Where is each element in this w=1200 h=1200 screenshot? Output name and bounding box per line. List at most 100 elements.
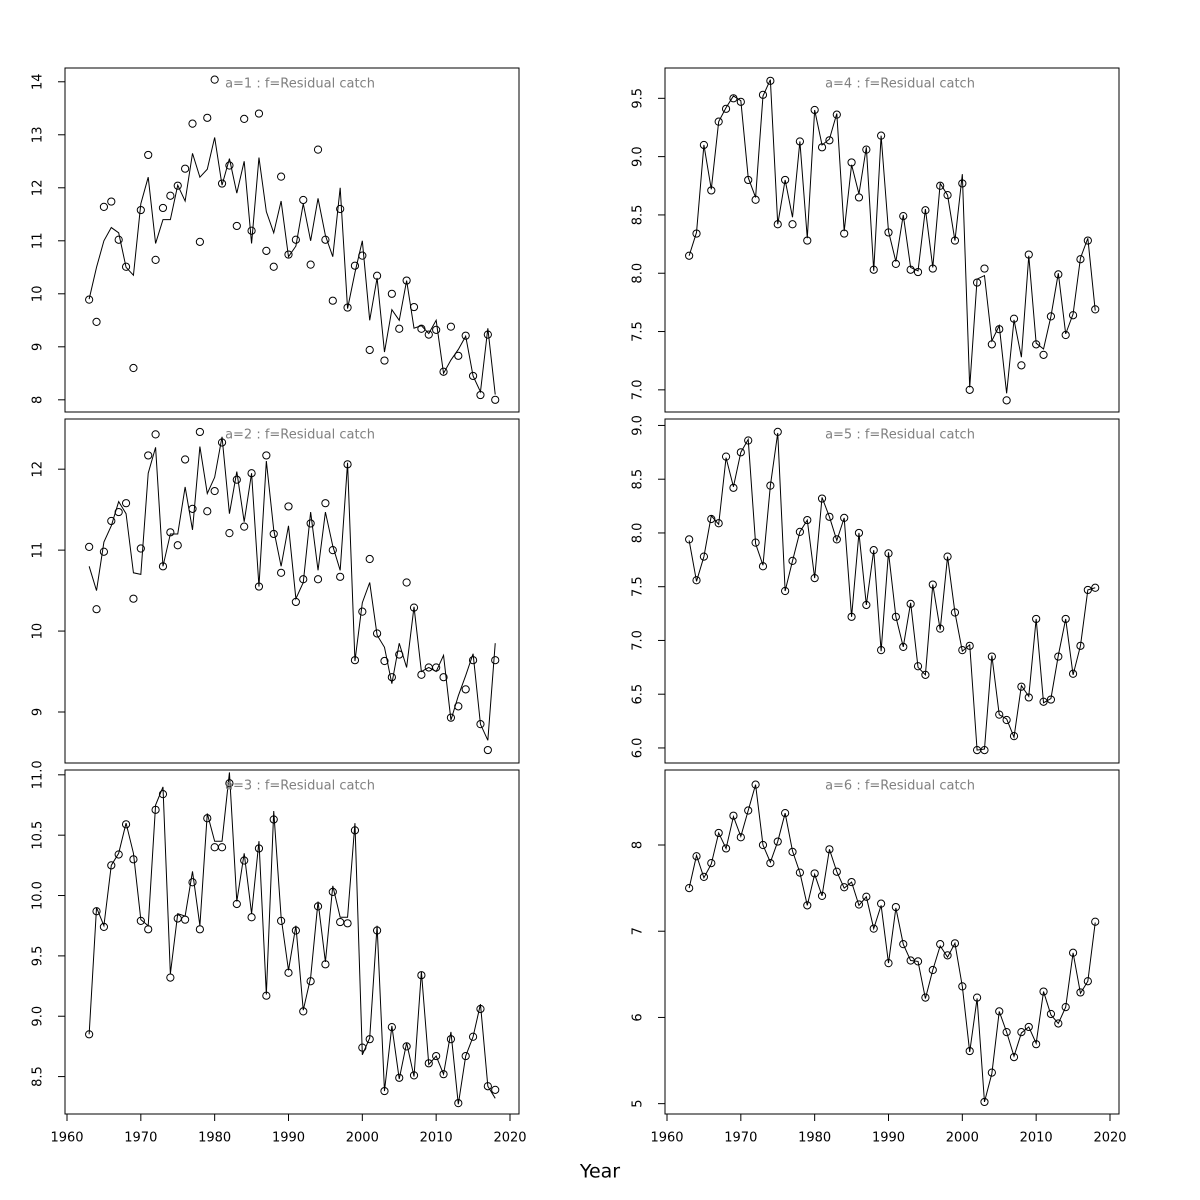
data-point	[262, 451, 271, 460]
data-point	[424, 330, 433, 339]
y-tick-label: 8.0	[631, 263, 646, 284]
data-point	[1076, 255, 1085, 264]
data-point	[321, 499, 330, 508]
x-tick-label: 1960	[50, 1131, 83, 1146]
data-point	[85, 295, 94, 304]
panel: 6.0 6.5 7.0 7.5 8.0 8.5 9.0 a=5 : f=Residual ca…	[631, 415, 1120, 764]
data-point	[766, 859, 775, 868]
data-point	[1083, 236, 1092, 245]
data-point	[699, 552, 709, 561]
data-point	[432, 325, 441, 334]
data-point	[121, 499, 131, 508]
data-point	[817, 891, 827, 900]
data-point	[210, 75, 219, 84]
y-tick-label: 5	[631, 1100, 646, 1108]
x-tick-label: 2020	[493, 1131, 526, 1146]
panel-title: a=3 : f=Residual catch	[225, 779, 375, 794]
fit-line	[88, 772, 496, 1105]
y-tick-label: 8.5	[31, 1066, 46, 1087]
data-point	[781, 175, 790, 185]
panel-title: a=4 : f=Residual catch	[825, 77, 975, 92]
y-tick-label: 14	[31, 74, 46, 91]
data-point	[714, 828, 723, 838]
data-point	[1024, 1022, 1033, 1032]
data-point	[284, 250, 293, 259]
x-tick-label: 2010	[1020, 1131, 1053, 1146]
data-point	[92, 317, 101, 326]
data-point	[432, 1051, 441, 1061]
y-tick-label: 10	[31, 623, 46, 640]
x-tick-label: 1990	[272, 1131, 305, 1146]
data-point	[906, 599, 915, 609]
y-tick-label: 13	[31, 127, 46, 144]
data-point	[299, 195, 308, 205]
y-tick-label: 9.0	[31, 1006, 46, 1027]
data-point	[847, 877, 856, 887]
data-point	[980, 264, 989, 273]
data-point	[306, 260, 315, 269]
data-point	[936, 181, 945, 190]
data-point	[707, 859, 716, 868]
y-tick-label: 6.0	[631, 738, 646, 759]
data-point	[114, 850, 123, 859]
y-tick-label: 8.5	[631, 469, 646, 490]
data-point	[402, 276, 411, 285]
data-point	[395, 324, 404, 333]
data-point	[439, 1070, 448, 1079]
data-point	[913, 662, 923, 671]
fit-line	[88, 137, 496, 395]
x-tick-label: 2000	[946, 1131, 979, 1146]
data-point	[402, 578, 411, 587]
data-point	[1017, 682, 1026, 691]
data-point	[446, 713, 456, 722]
data-point	[729, 811, 738, 820]
data-point	[825, 845, 834, 854]
y-tick-label: 9	[31, 343, 46, 351]
x-tick-label: 1980	[798, 1131, 831, 1146]
y-tick-label: 10.0	[31, 881, 46, 910]
y-tick-label: 10	[31, 286, 46, 303]
data-point	[958, 646, 967, 655]
data-point	[468, 1032, 478, 1041]
data-point	[328, 296, 337, 305]
data-point	[854, 900, 864, 909]
data-point	[387, 1022, 396, 1032]
data-point	[736, 833, 745, 842]
data-point	[144, 150, 153, 160]
data-point	[788, 556, 797, 566]
data-point	[1054, 1019, 1063, 1028]
y-tick-label: 8	[631, 841, 646, 849]
data-point	[1002, 396, 1011, 405]
data-point	[343, 919, 352, 928]
data-point	[446, 322, 456, 331]
panel: 7.0 7.5 8.0 8.5 9.0 9.5 a=4 : f=Residual catch	[631, 67, 1120, 413]
y-tick-label: 9.5	[31, 946, 46, 967]
fit-line	[88, 436, 496, 741]
data-point	[92, 605, 101, 614]
data-point	[166, 191, 175, 200]
data-point	[692, 576, 701, 585]
data-point	[409, 603, 419, 612]
data-point	[387, 289, 396, 298]
y-tick-label: 10.5	[31, 821, 46, 850]
data-point	[232, 221, 241, 231]
data-point	[1002, 715, 1011, 725]
y-tick-label: 6.5	[631, 684, 646, 705]
data-point	[685, 884, 694, 893]
data-point	[1039, 350, 1048, 359]
data-point	[810, 869, 819, 878]
data-point	[491, 395, 500, 404]
y-tick-label: 8.0	[631, 523, 646, 544]
data-point	[121, 820, 131, 829]
data-point	[899, 940, 908, 949]
x-tick-label: 2010	[420, 1131, 453, 1146]
panel-title: a=6 : f=Residual catch	[825, 779, 975, 794]
data-point	[181, 455, 190, 464]
data-point	[921, 206, 930, 215]
y-tick-label: 7.0	[631, 380, 646, 401]
data-point	[365, 554, 374, 564]
data-point	[99, 547, 109, 556]
data-point	[85, 542, 94, 551]
x-axis-label: Year	[579, 1161, 620, 1183]
data-point	[1068, 669, 1078, 678]
